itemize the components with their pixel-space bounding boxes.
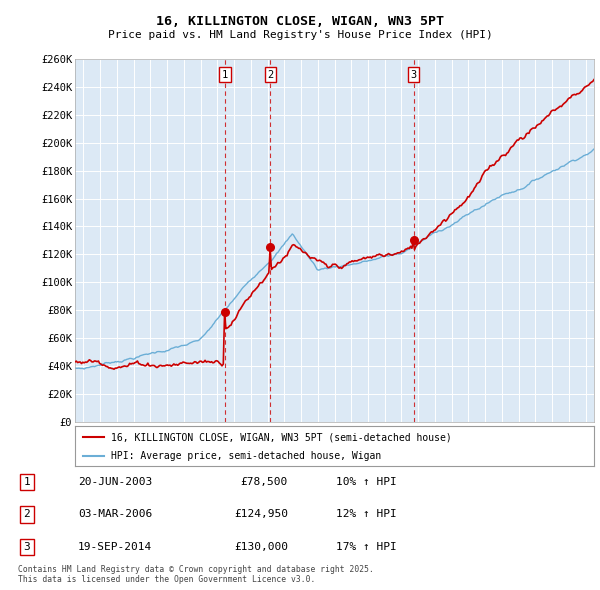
Text: 2: 2 <box>23 510 31 519</box>
Text: 3: 3 <box>23 542 31 552</box>
Text: HPI: Average price, semi-detached house, Wigan: HPI: Average price, semi-detached house,… <box>112 451 382 461</box>
Text: 17% ↑ HPI: 17% ↑ HPI <box>336 542 397 552</box>
Text: £124,950: £124,950 <box>234 510 288 519</box>
Text: 2: 2 <box>267 70 274 80</box>
Text: 20-JUN-2003: 20-JUN-2003 <box>78 477 152 487</box>
Text: £78,500: £78,500 <box>241 477 288 487</box>
Text: 3: 3 <box>410 70 416 80</box>
Text: 12% ↑ HPI: 12% ↑ HPI <box>336 510 397 519</box>
Text: Price paid vs. HM Land Registry's House Price Index (HPI): Price paid vs. HM Land Registry's House … <box>107 30 493 40</box>
Text: 1: 1 <box>23 477 31 487</box>
Text: 10% ↑ HPI: 10% ↑ HPI <box>336 477 397 487</box>
Text: £130,000: £130,000 <box>234 542 288 552</box>
Text: 1: 1 <box>222 70 228 80</box>
Text: 03-MAR-2006: 03-MAR-2006 <box>78 510 152 519</box>
Text: Contains HM Land Registry data © Crown copyright and database right 2025.
This d: Contains HM Land Registry data © Crown c… <box>18 565 374 584</box>
Text: 19-SEP-2014: 19-SEP-2014 <box>78 542 152 552</box>
Text: 16, KILLINGTON CLOSE, WIGAN, WN3 5PT: 16, KILLINGTON CLOSE, WIGAN, WN3 5PT <box>156 15 444 28</box>
Text: 16, KILLINGTON CLOSE, WIGAN, WN3 5PT (semi-detached house): 16, KILLINGTON CLOSE, WIGAN, WN3 5PT (se… <box>112 432 452 442</box>
